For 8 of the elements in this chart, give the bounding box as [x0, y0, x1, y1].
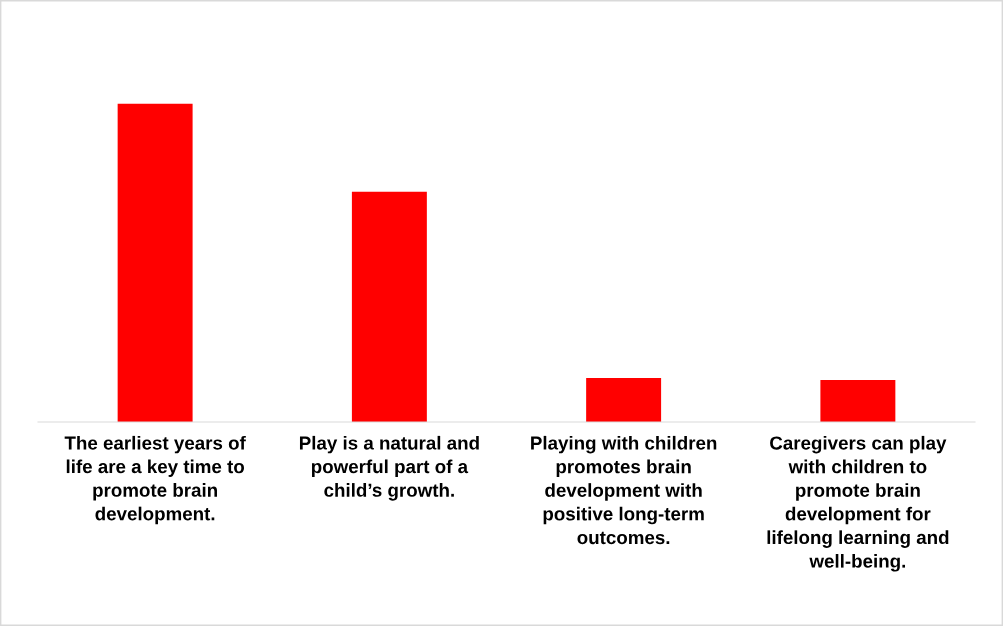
bar [586, 378, 662, 422]
bar [351, 191, 427, 422]
x-tick-label: Play is a natural and powerful part of a child’s growth. [299, 435, 479, 501]
x-tick-label: The earliest years of life are a key time to promote brain development. [64, 435, 246, 525]
bar [117, 103, 193, 422]
x-tick-label: Playing with children promotes brain development with positive long-term outcomes. [531, 435, 717, 545]
bar [820, 379, 896, 422]
x-tick-label: Caregivers can play with children to promote brain development for lifelong learning and well-being. [767, 435, 949, 572]
